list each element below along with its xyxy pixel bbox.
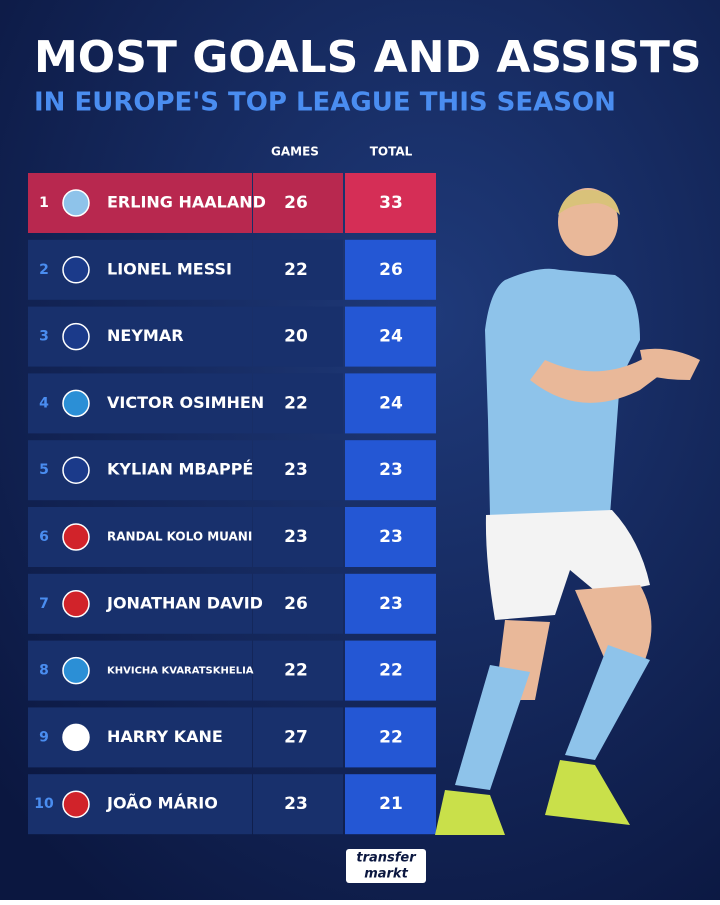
total: 33 <box>379 193 403 213</box>
total: 21 <box>379 794 403 814</box>
games: 20 <box>284 327 308 347</box>
column-header: TOTAL <box>370 145 413 159</box>
player-name: KHVICHA KVARATSKHELIA <box>107 666 254 677</box>
games-cell <box>253 707 343 768</box>
table: 1 ERLING HAALAND 26 33 2 LIONEL MESSI 22 26 3 NEY… <box>28 173 436 835</box>
total-cell <box>345 774 436 835</box>
games: 22 <box>284 393 308 413</box>
total: 24 <box>379 393 403 413</box>
player-name: VICTOR OSIMHEN <box>107 393 264 412</box>
rank: 1 <box>39 195 49 211</box>
player-name: LIONEL MESSI <box>107 259 232 278</box>
total: 22 <box>379 661 403 681</box>
games: 23 <box>284 794 308 814</box>
club-crest <box>62 656 90 685</box>
player-name: NEYMAR <box>107 326 184 345</box>
games: 26 <box>284 193 308 213</box>
total-cell <box>345 573 436 634</box>
player-name: HARRY KANE <box>107 727 223 746</box>
games-cell <box>253 306 343 367</box>
games: 22 <box>284 661 308 681</box>
player-illustration <box>435 188 700 835</box>
games-cell <box>253 173 343 233</box>
total-cell <box>345 640 436 701</box>
logo-text: markt <box>364 867 408 882</box>
total-cell <box>345 440 436 501</box>
total: 23 <box>379 460 403 480</box>
games: 26 <box>284 594 308 614</box>
games: 23 <box>284 527 308 547</box>
total: 24 <box>379 327 403 347</box>
title: MOST GOALS AND ASSISTS <box>34 32 702 83</box>
club-crest <box>62 189 90 217</box>
rank: 10 <box>34 796 54 812</box>
total-cell <box>345 373 436 434</box>
games-cell <box>253 373 343 434</box>
total: 26 <box>379 260 403 280</box>
rank: 5 <box>39 462 49 478</box>
rank: 6 <box>39 529 49 545</box>
player-name: RANDAL KOLO MUANI <box>107 530 252 544</box>
subtitle: IN EUROPE'S TOP LEAGUE THIS SEASON <box>34 88 616 118</box>
total-cell <box>345 507 436 567</box>
total-cell <box>345 173 436 233</box>
club-crest <box>62 389 90 418</box>
total: 23 <box>379 527 403 547</box>
rank: 3 <box>39 329 49 345</box>
games-cell <box>253 573 343 634</box>
player-name: ERLING HAALAND <box>107 193 266 212</box>
player-name: KYLIAN MBAPPÉ <box>107 460 253 479</box>
club-crest <box>62 256 90 284</box>
club-crest <box>62 456 90 484</box>
column-header: GAMES <box>271 145 319 159</box>
total: 22 <box>379 727 403 747</box>
player-name: JONATHAN DAVID <box>106 593 263 612</box>
club-crest <box>62 790 90 818</box>
total: 23 <box>379 594 403 614</box>
games-cell <box>253 239 343 300</box>
club-crest <box>62 523 90 551</box>
games: 27 <box>284 727 308 747</box>
club-crest <box>62 723 90 752</box>
games-cell <box>253 440 343 501</box>
total-cell <box>345 306 436 367</box>
rank: 9 <box>39 729 49 745</box>
games-cell <box>253 774 343 835</box>
rank: 7 <box>39 596 49 612</box>
games: 23 <box>284 460 308 480</box>
games-cell <box>253 640 343 701</box>
rank: 2 <box>39 262 49 278</box>
total-cell <box>345 707 436 768</box>
club-crest <box>62 322 90 351</box>
logo: transfer markt <box>346 849 426 883</box>
club-crest <box>62 590 90 618</box>
rank: 4 <box>39 395 49 411</box>
rank: 8 <box>39 663 49 679</box>
games: 22 <box>284 260 308 280</box>
total-cell <box>345 239 436 300</box>
logo-box <box>346 849 426 883</box>
logo-text: transfer <box>356 851 417 866</box>
player-name: JOÃO MÁRIO <box>106 794 218 813</box>
games-cell <box>253 507 343 567</box>
